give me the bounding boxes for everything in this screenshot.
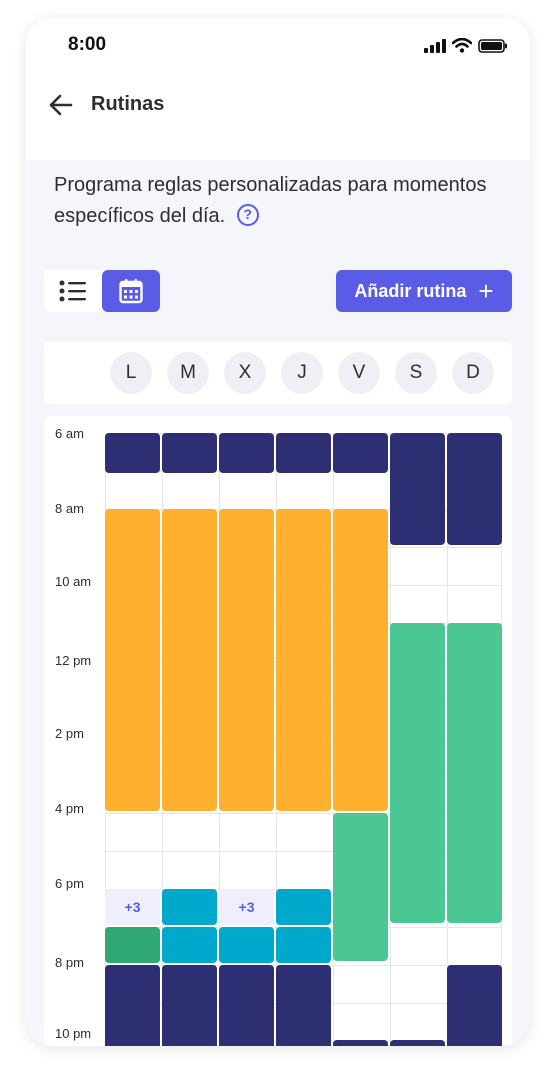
help-icon[interactable]: ? — [236, 203, 259, 226]
routine-block[interactable] — [162, 433, 217, 473]
hour-label: 10 pm — [55, 1026, 92, 1041]
routine-block[interactable] — [105, 965, 160, 1046]
plus-icon: + — [478, 276, 494, 306]
signal-icon — [424, 38, 446, 53]
routine-block[interactable] — [219, 965, 274, 1046]
page-title: Rutinas — [91, 93, 165, 115]
routine-block[interactable] — [276, 889, 331, 925]
routine-block[interactable] — [390, 433, 445, 545]
routine-block[interactable] — [276, 927, 331, 963]
routine-block[interactable] — [162, 927, 217, 963]
routine-block[interactable] — [276, 509, 331, 811]
more-routines-chip[interactable]: +3 — [219, 889, 274, 925]
day-j[interactable]: J — [281, 352, 323, 394]
routine-block[interactable] — [105, 509, 160, 811]
list-view-button[interactable] — [44, 270, 102, 312]
weekday-header: L M X J V S D — [44, 342, 512, 404]
calendar-icon — [119, 279, 143, 304]
routine-block[interactable] — [276, 433, 331, 473]
day-x[interactable]: X — [224, 352, 266, 394]
hour-label: 4 pm — [55, 801, 84, 816]
status-icons — [424, 38, 508, 53]
routine-block[interactable] — [162, 889, 217, 925]
description-label: Programa reglas personalizadas para mome… — [54, 174, 487, 227]
day-l[interactable]: L — [110, 352, 152, 394]
day-s[interactable]: S — [395, 352, 437, 394]
back-button[interactable] — [48, 92, 74, 118]
routine-block[interactable] — [390, 623, 445, 923]
hour-label: 10 am — [55, 574, 92, 589]
routine-block[interactable] — [219, 509, 274, 811]
hour-label: 12 pm — [55, 653, 92, 668]
hour-label: 8 pm — [55, 955, 84, 970]
hour-label: 6 am — [55, 426, 84, 441]
routine-block[interactable] — [105, 433, 160, 473]
routine-block[interactable] — [447, 433, 502, 545]
routine-block[interactable] — [390, 1040, 445, 1046]
phone-screen: 8:00 Rutinas Programa reglas personaliza… — [26, 18, 530, 1046]
routine-block[interactable] — [333, 509, 388, 811]
hour-label: 8 am — [55, 501, 84, 516]
status-time: 8:00 — [68, 34, 107, 55]
add-routine-label: Añadir rutina — [354, 280, 467, 301]
routine-block[interactable] — [333, 1040, 388, 1046]
weekly-calendar: 6 am 8 am 10 am 12 pm 2 pm 4 pm 6 pm 8 p… — [44, 416, 512, 1046]
routine-block[interactable] — [447, 623, 502, 923]
day-m[interactable]: M — [167, 352, 209, 394]
routine-block[interactable] — [219, 433, 274, 473]
routine-block[interactable] — [219, 927, 274, 963]
routine-block[interactable] — [333, 433, 388, 473]
routine-block[interactable] — [333, 813, 388, 961]
view-toggle — [44, 270, 160, 312]
add-routine-button[interactable]: Añadir rutina + — [336, 270, 512, 312]
calendar-view-button[interactable] — [102, 270, 160, 312]
routine-block[interactable] — [447, 965, 502, 1046]
description-text: Programa reglas personalizadas para mome… — [54, 170, 494, 232]
top-bar — [26, 18, 530, 160]
hour-label: 2 pm — [55, 726, 84, 741]
grid-line — [105, 813, 501, 814]
arrow-left-icon — [49, 94, 73, 116]
routine-block[interactable] — [162, 509, 217, 811]
routine-block[interactable] — [162, 965, 217, 1046]
more-routines-chip[interactable]: +3 — [105, 889, 160, 925]
list-icon — [59, 280, 86, 302]
day-d[interactable]: D — [452, 352, 494, 394]
routine-block[interactable] — [276, 965, 331, 1046]
battery-icon — [478, 38, 507, 53]
wifi-icon — [452, 38, 472, 53]
day-v[interactable]: V — [338, 352, 380, 394]
routine-block[interactable] — [105, 927, 160, 963]
grid-line — [105, 851, 501, 852]
hour-label: 6 pm — [55, 876, 84, 891]
